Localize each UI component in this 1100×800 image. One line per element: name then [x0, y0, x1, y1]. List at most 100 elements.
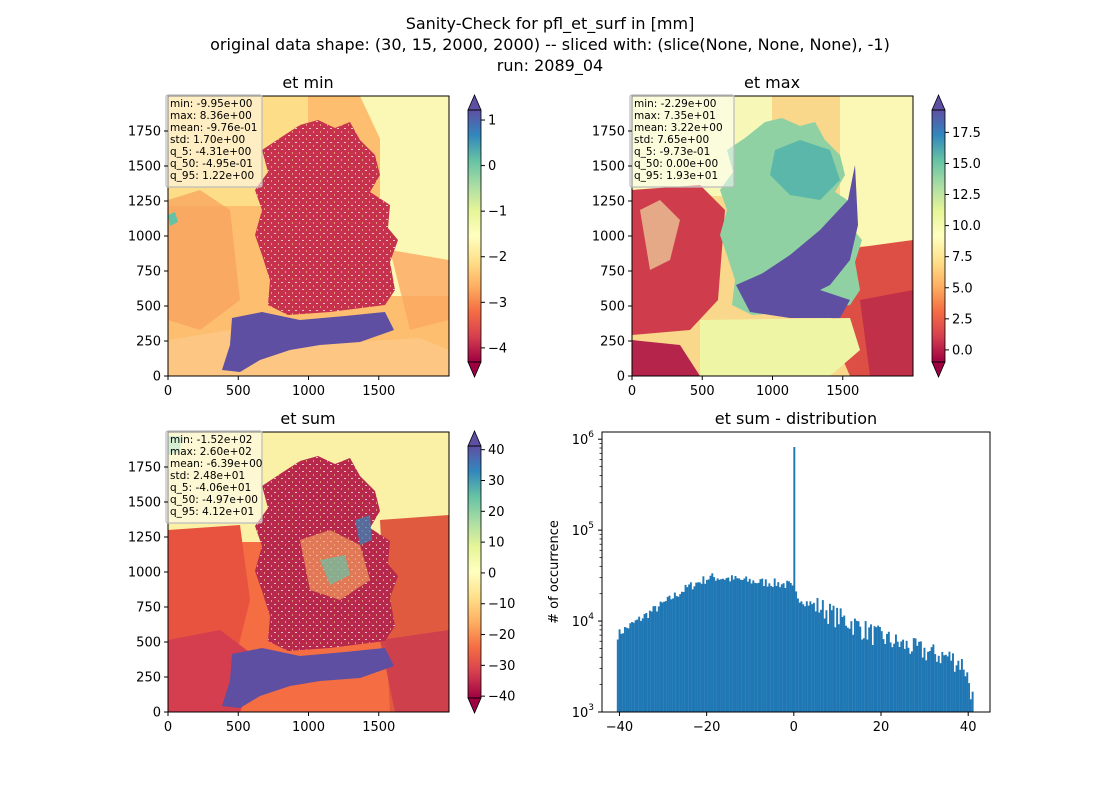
- histogram-bar: [823, 618, 826, 712]
- histogram-bar: [839, 608, 842, 712]
- x-tick-label: −20: [693, 720, 720, 735]
- y-tick-label: 500: [136, 636, 161, 651]
- colorbar-frame: [931, 109, 946, 363]
- histogram-bar: [893, 643, 896, 712]
- colorbar-tick-label: −4: [488, 341, 507, 356]
- histogram-bar: [652, 606, 655, 712]
- histogram-bar: [880, 631, 883, 712]
- colorbar-tick-label: 0: [488, 566, 496, 581]
- histogram-bar: [927, 651, 930, 712]
- colorbar-tick-label: 30: [488, 474, 505, 489]
- histogram-bar: [627, 628, 630, 712]
- histogram-bar: [816, 597, 819, 712]
- histogram-bar: [631, 622, 634, 712]
- axis-ticks: 0 500 1000 1500 0 250 500 750 1000 1250 1500 1750: [128, 461, 395, 736]
- x-tick-label: 40: [960, 720, 977, 735]
- x-tick-label: 1000: [292, 384, 325, 399]
- stat-mean: mean: -9.76e-01: [170, 122, 257, 134]
- histogram-bar: [763, 585, 765, 712]
- histogram-bar: [878, 626, 881, 712]
- panel-et-min: et min min: -9.95e+00 max: 8.36e+00 mean…: [128, 73, 507, 399]
- plot-frame: [601, 431, 991, 713]
- colorbar-frame: [467, 109, 482, 363]
- y-tick-label: 1500: [128, 160, 161, 175]
- histogram-bar: [830, 610, 833, 712]
- histogram-bar: [764, 579, 767, 712]
- histogram-bar: [748, 578, 751, 712]
- panel-title: et max: [744, 73, 800, 92]
- histogram-bar: [804, 606, 806, 712]
- histogram-bar: [739, 579, 742, 712]
- histogram-bar: [757, 582, 760, 712]
- histogram-bar: [850, 621, 853, 712]
- histogram-bar: [873, 626, 876, 712]
- panel-title: et sum - distribution: [715, 409, 877, 428]
- y-tick-label: 1000: [128, 566, 161, 581]
- histogram-bar: [638, 616, 641, 712]
- histogram-bar: [632, 622, 635, 712]
- x-tick-label: 1500: [362, 384, 395, 399]
- histogram-bar: [834, 627, 837, 712]
- colorbar-tick-label: 5.0: [952, 281, 973, 296]
- histogram-bar: [754, 582, 757, 712]
- colorbar-tick-label: 10.0: [952, 219, 981, 234]
- heatmap-image: [168, 96, 449, 376]
- histogram-bar: [912, 638, 915, 712]
- histogram-bar: [782, 583, 785, 712]
- histogram-bar: [814, 611, 817, 712]
- y-tick-label: 0: [153, 706, 161, 721]
- colorbar: −40 −30 −20 −10 0 10 20 30 40: [467, 429, 515, 715]
- histogram-bar: [643, 614, 646, 712]
- histogram-bar: [689, 582, 692, 712]
- histogram-bar: [718, 579, 721, 712]
- histogram-bar: [877, 625, 880, 712]
- histogram-bar: [827, 623, 830, 712]
- histogram-bar: [734, 575, 737, 712]
- histogram-bar: [875, 627, 878, 712]
- histogram-bar: [930, 647, 933, 712]
- stat-min: min: -1.52e+02: [170, 434, 252, 446]
- histogram-bar: [775, 585, 778, 712]
- stat-max: max: 7.35e+01: [634, 110, 716, 122]
- histogram-bar: [857, 621, 860, 712]
- histogram-bar: [761, 578, 764, 712]
- axis-ticks: 0 500 1000 1500 0 250 500 750 1000 1250 1500 1750: [128, 125, 395, 400]
- x-tick-label: 500: [226, 384, 251, 399]
- histogram-bar: [968, 683, 971, 712]
- panel-title: et min: [282, 73, 333, 92]
- histogram-bar: [698, 582, 701, 712]
- stat-min: min: -9.95e+00: [170, 98, 252, 110]
- histogram-bar: [914, 638, 917, 712]
- histogram-bar: [713, 577, 716, 712]
- histogram-bar: [771, 586, 774, 712]
- histogram-bar: [620, 633, 623, 712]
- histogram-bar: [702, 576, 705, 712]
- histogram-bar: [812, 602, 815, 712]
- histogram-bar: [707, 579, 710, 712]
- histogram-bar: [950, 660, 953, 712]
- x-tick-label: 0: [790, 720, 798, 735]
- histogram-bar: [664, 601, 667, 712]
- histogram-bar: [663, 601, 666, 712]
- histogram-bar: [750, 583, 753, 712]
- histogram-bar: [691, 589, 694, 712]
- histogram-bar: [720, 579, 723, 712]
- histogram-bar: [647, 618, 650, 712]
- histogram-bar: [746, 581, 749, 712]
- y-tick-label: 106: [572, 430, 595, 448]
- histogram-bar: [923, 647, 926, 712]
- histogram-bar: [679, 594, 682, 712]
- histogram-bar: [918, 641, 921, 712]
- histogram-bar: [672, 598, 675, 712]
- histogram-bar: [752, 580, 755, 712]
- histogram-bar: [661, 602, 664, 712]
- histogram-bar: [640, 620, 642, 712]
- histogram-bar: [770, 585, 773, 712]
- histogram-bar: [791, 585, 794, 712]
- histogram-bar: [659, 601, 662, 712]
- y-tick-label: 1000: [128, 230, 161, 245]
- histogram-bar: [900, 641, 903, 712]
- y-tick-label: 103: [572, 703, 594, 721]
- colorbar-tick-label: −10: [488, 597, 515, 612]
- colorbar: 0.0 2.5 5.0 7.5 10.0 12.5 15.0 17.5: [931, 93, 981, 379]
